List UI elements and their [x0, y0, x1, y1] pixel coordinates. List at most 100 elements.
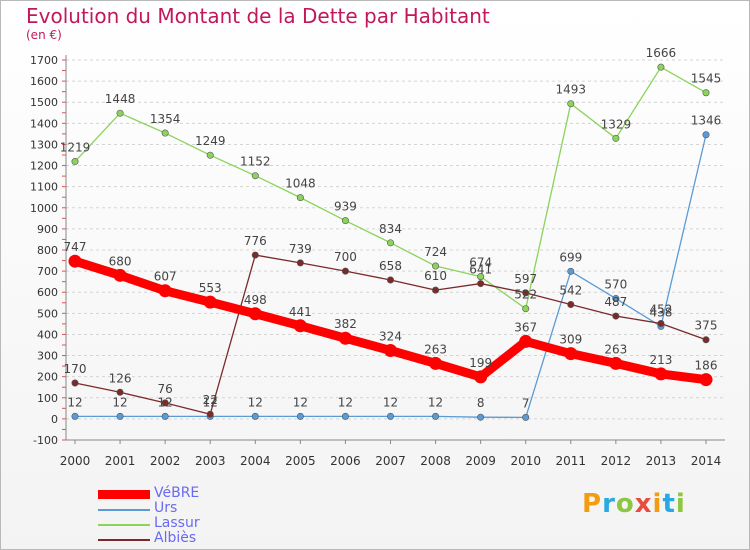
y-tick-label: 1000 — [30, 202, 58, 215]
data-label: 12 — [293, 395, 308, 409]
logo-letter: i — [652, 489, 663, 519]
y-tick-label: 1300 — [30, 138, 58, 151]
legend-label: Lassur — [154, 515, 200, 531]
data-label: 126 — [109, 371, 132, 385]
data-label: 498 — [244, 293, 267, 307]
data-label: 610 — [424, 269, 447, 283]
x-tick-label: 2013 — [646, 454, 677, 468]
data-point — [432, 412, 440, 420]
data-point — [522, 289, 530, 297]
series-group — [68, 63, 713, 421]
legend-item: Lassur — [98, 515, 298, 531]
y-tick-label: 0 — [51, 413, 58, 426]
data-label: 1346 — [691, 114, 722, 128]
y-tick-label: 400 — [37, 328, 58, 341]
data-point — [386, 239, 394, 247]
legend-swatch — [98, 490, 150, 499]
data-point — [251, 251, 259, 259]
data-label: 12 — [158, 395, 173, 409]
data-point — [612, 134, 620, 142]
data-label: 213 — [649, 353, 672, 367]
data-point — [113, 268, 127, 282]
data-point — [702, 131, 710, 139]
data-label: 597 — [514, 272, 537, 286]
data-label: 438 — [649, 305, 672, 319]
x-tick-label: 2008 — [420, 454, 451, 468]
x-tick-label: 2011 — [556, 454, 587, 468]
y-tick-label: 200 — [37, 371, 58, 384]
data-point — [654, 367, 668, 381]
legend-item: Albiès — [98, 530, 298, 546]
x-tick-label: 2003 — [195, 454, 226, 468]
data-point — [293, 319, 307, 333]
data-label: 76 — [158, 382, 173, 396]
y-tick-label: 700 — [37, 265, 58, 278]
data-point — [567, 100, 575, 108]
data-label: 1329 — [601, 117, 632, 131]
data-point — [251, 172, 259, 180]
data-label: 263 — [604, 342, 627, 356]
data-point — [71, 379, 79, 387]
y-tick-label: 1700 — [30, 54, 58, 67]
data-label: 1152 — [240, 155, 271, 169]
y-tick-label: 500 — [37, 307, 58, 320]
chart-title: Evolution du Montant de la Dette par Hab… — [26, 4, 490, 28]
data-point — [68, 254, 82, 268]
legend-item: Urs — [98, 500, 298, 516]
data-label: 658 — [379, 259, 402, 273]
data-point — [338, 331, 352, 345]
data-point — [612, 295, 620, 303]
data-label: 522 — [514, 288, 537, 302]
x-tick-label: 2014 — [691, 454, 722, 468]
data-point — [203, 295, 217, 309]
x-tick-label: 2009 — [465, 454, 496, 468]
data-label: 739 — [289, 242, 312, 256]
y-tick-label: 1400 — [30, 117, 58, 130]
data-point — [477, 273, 485, 281]
data-label: 7 — [522, 396, 530, 410]
data-point — [206, 151, 214, 159]
data-point — [522, 413, 530, 421]
data-label: 375 — [695, 319, 718, 333]
data-label: 12 — [203, 395, 218, 409]
data-label: 263 — [424, 342, 447, 356]
data-label: 8 — [477, 396, 485, 410]
data-point — [657, 319, 665, 327]
y-tick-label: 600 — [37, 286, 58, 299]
data-point — [429, 356, 443, 370]
data-point — [116, 388, 124, 396]
legend-swatch — [98, 509, 150, 511]
data-point — [158, 284, 172, 298]
data-label: 22 — [203, 393, 218, 407]
x-tick-label: 2001 — [105, 454, 136, 468]
data-label: 680 — [109, 254, 132, 268]
y-tick-label: 1100 — [30, 181, 58, 194]
data-label: 1048 — [285, 177, 316, 191]
data-label: 1354 — [150, 112, 181, 126]
data-point — [116, 109, 124, 117]
data-label: 12 — [112, 395, 127, 409]
x-tick-label: 2006 — [330, 454, 361, 468]
data-label: 674 — [469, 256, 492, 270]
data-point — [609, 356, 623, 370]
data-point — [477, 413, 485, 421]
chart-subtitle: (en €) — [26, 28, 62, 42]
x-tick-label: 2012 — [601, 454, 632, 468]
data-label: 607 — [154, 270, 177, 284]
data-point — [519, 334, 533, 348]
data-label: 12 — [338, 395, 353, 409]
x-tick-label: 2002 — [150, 454, 181, 468]
data-point — [386, 276, 394, 284]
data-point — [657, 63, 665, 71]
data-label: 542 — [559, 283, 582, 297]
data-point — [432, 262, 440, 270]
data-point — [567, 300, 575, 308]
logo-letter: t — [662, 489, 676, 519]
data-label: 170 — [64, 362, 87, 376]
data-point — [341, 267, 349, 275]
y-tick-label: -100 — [33, 434, 58, 447]
logo-letter: o — [615, 489, 635, 519]
data-label: 553 — [199, 281, 222, 295]
data-label: 1493 — [556, 83, 587, 97]
